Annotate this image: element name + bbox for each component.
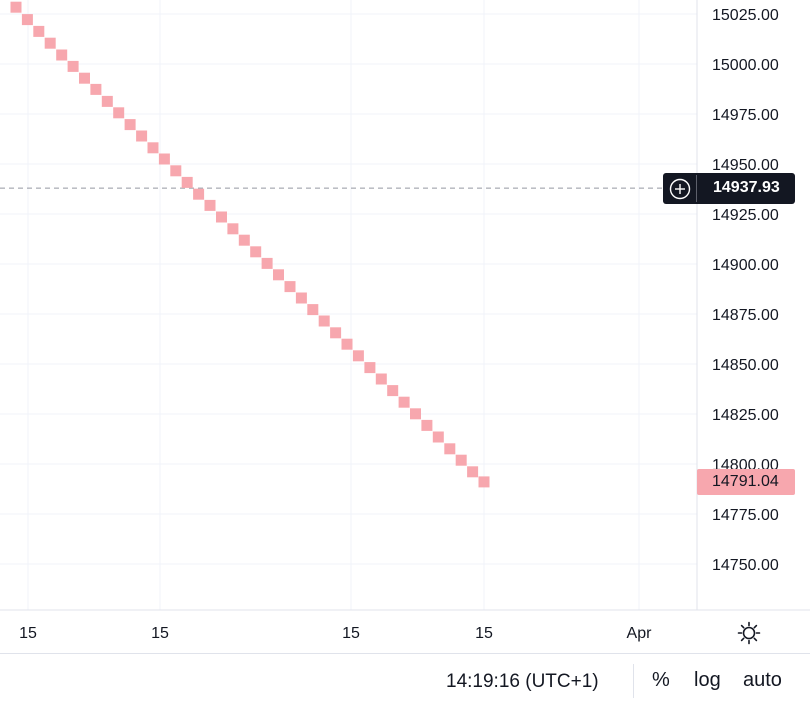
data-point: [44, 37, 56, 49]
data-point: [410, 408, 421, 420]
data-point: [467, 466, 479, 478]
data-point: [193, 188, 205, 200]
data-point: [204, 199, 216, 211]
data-point: [67, 60, 79, 72]
time-tick-label: 15: [151, 625, 169, 642]
badge-separator: [696, 175, 697, 202]
price-tick-label: 14900.00: [712, 257, 779, 274]
time-axis[interactable]: 15 15 15 15 Apr: [19, 625, 652, 642]
last-price-badge: 14791.04: [697, 469, 795, 495]
percent-scale-button[interactable]: %: [652, 669, 670, 691]
price-tick-label: 15025.00: [712, 7, 779, 24]
plus-circle-icon[interactable]: [667, 176, 693, 202]
last-price-label: 14791.04: [712, 473, 779, 490]
data-point: [444, 443, 456, 455]
data-point: [124, 119, 136, 131]
price-axis[interactable]: 15025.00 15000.00 14975.00 14950.00 14925.00…: [712, 7, 779, 574]
price-tick-label: 14950.00: [712, 157, 779, 174]
data-point: [238, 234, 250, 246]
data-point: [216, 211, 227, 223]
toolbar-divider: [633, 664, 634, 698]
price-tick-label: 14850.00: [712, 357, 779, 374]
data-point: [158, 153, 170, 165]
data-point: [10, 1, 22, 13]
time-tick-label: 15: [19, 625, 37, 642]
data-point: [387, 385, 399, 397]
chart-canvas[interactable]: 15025.00 15000.00 14975.00 14950.00 14925.00…: [0, 0, 810, 653]
clock-display[interactable]: 14:19:16 (UTC+1): [446, 671, 599, 692]
data-point: [398, 396, 410, 408]
data-point: [364, 362, 376, 374]
bottom-toolbar: 14:19:16 (UTC+1) % log auto: [0, 653, 810, 709]
gear-icon[interactable]: [736, 620, 762, 646]
time-tick-label: Apr: [627, 625, 653, 642]
data-point: [307, 304, 319, 316]
data-point: [79, 72, 90, 84]
data-point: [56, 49, 68, 61]
log-scale-button[interactable]: log: [694, 669, 721, 691]
data-point: [250, 246, 262, 258]
horizontal-gridlines: [0, 13, 697, 565]
data-point: [227, 223, 239, 235]
data-point: [375, 373, 387, 385]
data-point: [318, 315, 330, 327]
price-tick-label: 14750.00: [712, 557, 779, 574]
time-tick-label: 15: [475, 625, 493, 642]
data-point: [113, 107, 125, 119]
price-tick-label: 14875.00: [712, 307, 779, 324]
price-tick-label: 15000.00: [712, 57, 779, 74]
data-point: [478, 476, 490, 488]
data-point: [170, 165, 182, 177]
data-point: [90, 83, 102, 95]
data-point: [284, 281, 296, 293]
auto-scale-button[interactable]: auto: [743, 669, 782, 691]
data-point: [136, 130, 148, 142]
data-point: [455, 454, 467, 466]
crosshair-price-label: 14937.93: [713, 179, 780, 196]
data-point: [147, 142, 159, 154]
data-points: [10, 1, 490, 488]
price-tick-label: 14975.00: [712, 107, 779, 124]
price-tick-label: 14925.00: [712, 207, 779, 224]
price-tick-label: 14775.00: [712, 507, 779, 524]
data-point: [21, 14, 33, 26]
data-point: [352, 350, 364, 362]
data-point: [432, 431, 444, 443]
data-point: [421, 419, 433, 431]
data-point: [101, 95, 113, 107]
data-point: [33, 25, 45, 37]
data-point: [295, 292, 307, 304]
data-point: [261, 257, 273, 269]
data-point: [341, 338, 353, 350]
vertical-gridlines: [27, 0, 640, 610]
data-point: [273, 269, 284, 281]
price-tick-label: 14825.00: [712, 407, 779, 424]
data-point: [330, 327, 342, 339]
data-point: [181, 176, 193, 188]
crosshair-price-badge: 14937.93: [663, 173, 795, 204]
time-tick-label: 15: [342, 625, 360, 642]
